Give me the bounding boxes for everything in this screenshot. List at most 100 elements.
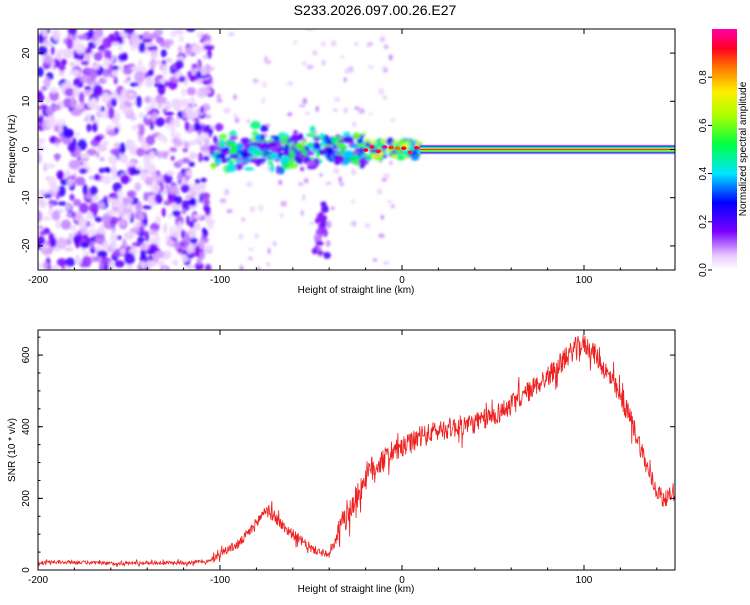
- spectrogram-cell: [399, 139, 407, 144]
- spectrogram-cell: [195, 179, 200, 184]
- spectrogram-cell: [383, 261, 389, 265]
- spectrogram-cell: [354, 42, 358, 46]
- y-tick-label: 400: [21, 418, 32, 435]
- spectrogram-cell: [103, 263, 108, 273]
- y-tick-label: 0: [21, 567, 32, 573]
- spectrogram-cell: [47, 120, 57, 128]
- spectrogram-cell: [314, 234, 321, 242]
- y-tick-label: -20: [21, 238, 32, 253]
- y-tick-label: 20: [21, 47, 32, 59]
- spectrogram-cell: [235, 118, 240, 124]
- spectrogram-cell: [247, 120, 250, 123]
- spectrogram-cell: [140, 243, 149, 251]
- spectrogram-cell: [138, 60, 142, 66]
- spectrogram-cell: [65, 88, 75, 97]
- spectrogram-cell: [102, 242, 109, 251]
- spectrogram-cell: [85, 113, 91, 122]
- spectrogram-cell: [344, 69, 349, 74]
- x-tick-label: 100: [576, 275, 593, 286]
- spectrogram-cell: [75, 177, 85, 186]
- ridge-node: [389, 146, 394, 150]
- spectrogram-cell: [144, 217, 148, 226]
- spectrogram-cell: [323, 228, 328, 237]
- x-tick-label: -100: [210, 275, 230, 286]
- spectrogram-cell: [150, 200, 156, 205]
- spectrogram-cell: [351, 199, 355, 204]
- spectrogram-cell: [171, 132, 177, 138]
- spectrogram-cell: [108, 107, 115, 119]
- spectrogram-cell: [215, 154, 225, 158]
- spectrogram-cell: [86, 212, 93, 220]
- spectrogram-cell: [192, 44, 202, 54]
- spectrogram-cell: [142, 205, 152, 209]
- spectrogram-cell: [364, 223, 370, 228]
- spectrogram-cell: [224, 107, 231, 114]
- spectrogram-cell: [187, 244, 192, 254]
- snr-plot-area: [38, 330, 675, 570]
- spectrogram-cell: [52, 265, 58, 274]
- spectrogram-cell: [111, 165, 117, 176]
- spectrogram-cell: [179, 35, 184, 42]
- spectrogram-cell: [362, 109, 365, 113]
- ridge-node: [395, 146, 400, 150]
- spectrogram-cell: [55, 153, 59, 162]
- spectrogram-cell: [143, 192, 148, 202]
- spectrogram-cell: [192, 64, 198, 69]
- spectrogram-cell: [116, 111, 120, 122]
- spectrogram-cell: [93, 85, 103, 96]
- spectrogram-cell: [130, 115, 137, 121]
- spectrogram-cell: [268, 147, 278, 151]
- spectrogram-cell: [57, 237, 67, 249]
- spectrogram-cell: [284, 147, 290, 153]
- spectrogram-cell: [378, 88, 384, 95]
- spectrogram-cell: [294, 148, 298, 153]
- spectrogram-cell: [389, 161, 392, 166]
- ridge-node: [369, 145, 374, 149]
- spectrogram-cell: [144, 157, 151, 167]
- spectrogram-cell: [94, 52, 103, 61]
- spectrogram-cell: [378, 234, 384, 238]
- spectrogram-cell: [91, 37, 97, 41]
- spectrogram-cell: [80, 75, 90, 83]
- x-tick-label: 100: [576, 575, 593, 586]
- spectrogram-cell: [61, 220, 71, 230]
- spectrogram-cell: [193, 123, 202, 131]
- x-tick-label: -200: [28, 275, 48, 286]
- spectrogram-cell: [39, 196, 43, 204]
- spectrogram-cell: [302, 98, 307, 104]
- spectrogram-cell: [94, 174, 101, 181]
- spectrogram-cell: [257, 153, 263, 157]
- spectrogram-cell: [46, 106, 54, 116]
- spectrogram-cell: [260, 134, 264, 141]
- spectrogram-cell: [178, 46, 183, 54]
- spectrogram-cell: [373, 259, 378, 262]
- spectrogram-cell: [372, 153, 376, 158]
- spectrogram-cell: [176, 132, 181, 140]
- spectrogram-cell: [114, 77, 118, 85]
- spectrogram-cell: [89, 70, 97, 80]
- spectrogram-cell: [327, 147, 333, 153]
- spectrogram-cell: [79, 92, 85, 103]
- colorbar-tick-label: 0.0: [698, 263, 709, 277]
- spectrogram-cell: [187, 140, 197, 145]
- y-tick-label: 200: [21, 490, 32, 507]
- spectrogram-cell: [270, 136, 280, 139]
- spectrogram-cell: [136, 96, 142, 108]
- spectrogram-cell: [242, 217, 245, 221]
- spectrogram-cell: [162, 208, 166, 218]
- spectrogram-cell: [351, 169, 356, 176]
- spectrogram-cell: [81, 61, 89, 65]
- spectrogram-cell: [158, 104, 162, 109]
- spectrogram-cell: [186, 170, 191, 176]
- y-tick-label: 600: [21, 346, 32, 363]
- spectrogram-cell: [78, 103, 84, 109]
- spectrogram-cell: [43, 262, 48, 270]
- spectrogram-cell: [134, 221, 141, 229]
- spectrogram-cell: [325, 182, 332, 185]
- spectrogram-cell: [368, 65, 374, 70]
- spectrogram-cell: [100, 157, 105, 161]
- spectrogram-cell: [184, 232, 189, 240]
- spectrogram-cell: [174, 196, 182, 205]
- spectrogram-cell: [73, 86, 78, 98]
